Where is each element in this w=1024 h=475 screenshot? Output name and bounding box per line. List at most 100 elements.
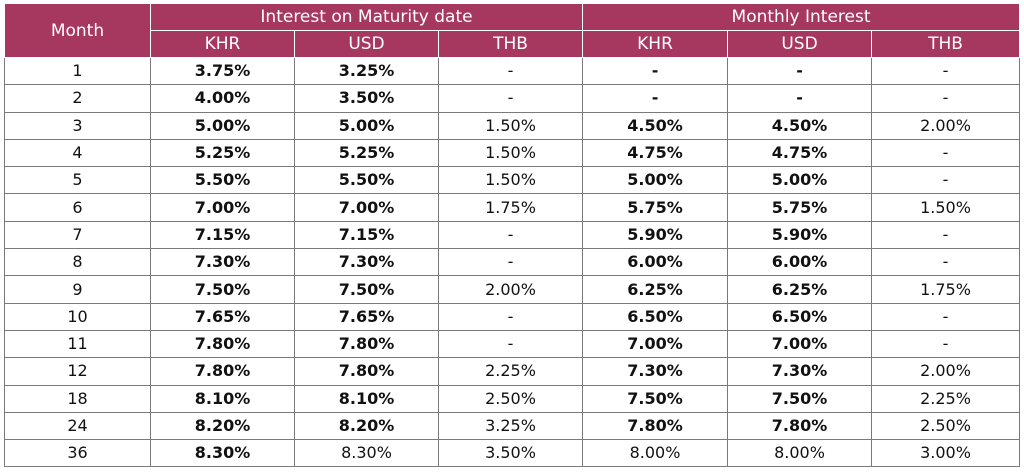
month-cell: 5 [4, 166, 151, 195]
maturity-khr-header: KHR [150, 30, 295, 58]
maturity-khr-cell: 8.20% [150, 411, 295, 441]
table-row: 11 7.80% 7.80% -7.00% 7.00% - [4, 329, 1021, 359]
maturity-khr-cell: 5.50% [150, 166, 295, 195]
maturity-thb-header: THB [437, 30, 584, 58]
monthly-usd-cell: 8.00% [727, 439, 873, 468]
monthly-usd-cell: 5.00% [727, 166, 873, 195]
table-row: 18 8.10% 8.10% 2.50% 7.50% 7.50% 2.25% [4, 384, 1021, 413]
maturity-usd-cell: 8.20% [294, 411, 439, 441]
maturity-khr-cell: 7.80% [150, 357, 295, 386]
maturity-thb-cell: 1.50% [437, 111, 584, 140]
maturity-thb-cell: - [437, 248, 584, 277]
maturity-usd-cell: 7.50% [294, 275, 439, 304]
month-header: Month [4, 3, 151, 58]
table-row: 7 7.15% 7.15% -5.90% 5.90% - [4, 220, 1021, 250]
month-cell: 1 [4, 56, 151, 86]
maturity-thb-cell: 1.50% [437, 138, 584, 168]
maturity-khr-cell: 8.30% [150, 439, 295, 468]
monthly-thb-cell: 2.25% [871, 384, 1021, 413]
monthly-thb-cell: - [871, 220, 1021, 250]
maturity-usd-cell: 7.80% [294, 329, 439, 359]
maturity-thb-cell: 2.50% [437, 384, 584, 413]
maturity-khr-cell: 4.00% [150, 84, 295, 113]
maturity-usd-cell: 7.65% [294, 302, 439, 331]
monthly-khr-cell: - [582, 56, 729, 86]
month-cell: 4 [4, 138, 151, 168]
monthly-thb-cell: 2.50% [871, 411, 1021, 441]
monthly-usd-cell: 7.80% [727, 411, 873, 441]
monthly-khr-cell: 7.50% [582, 384, 729, 413]
monthly-khr-cell: 6.50% [582, 302, 729, 331]
month-cell: 3 [4, 111, 151, 140]
maturity-thb-cell: 3.50% [437, 439, 584, 468]
month-cell: 8 [4, 248, 151, 277]
rate-table-body: 1 3.75% 3.25% - - - -2 4.00% 3.50% - - - -3 5.00% 5.00… [4, 56, 1021, 468]
maturity-usd-cell: 5.00% [294, 111, 439, 140]
maturity-usd-cell: 7.80% [294, 357, 439, 386]
month-cell: 10 [4, 302, 151, 331]
monthly-thb-cell: - [871, 84, 1021, 113]
table-row: 5 5.50% 5.50% 1.50% 5.00% 5.00% - [4, 166, 1021, 195]
monthly-usd-cell: 6.00% [727, 248, 873, 277]
maturity-thb-cell: - [437, 302, 584, 331]
maturity-khr-cell: 5.25% [150, 138, 295, 168]
maturity-thb-cell: 2.00% [437, 275, 584, 304]
maturity-thb-cell: - [437, 56, 584, 86]
monthly-thb-cell: 1.50% [871, 193, 1021, 222]
monthly-thb-cell: 2.00% [871, 357, 1021, 386]
month-cell: 2 [4, 84, 151, 113]
maturity-usd-cell: 7.00% [294, 193, 439, 222]
table-row: 24 8.20% 8.20% 3.25% 7.80% 7.80% 2.50% [4, 411, 1021, 441]
monthly-usd-cell: 5.90% [727, 220, 873, 250]
maturity-khr-cell: 7.50% [150, 275, 295, 304]
monthly-usd-header: USD [727, 30, 873, 58]
table-row: 3 5.00% 5.00% 1.50% 4.50% 4.50% 2.00% [4, 111, 1021, 140]
maturity-khr-cell: 8.10% [150, 384, 295, 413]
maturity-group-header: Interest on Maturity date [149, 3, 584, 31]
monthly-usd-cell: 6.25% [727, 275, 873, 304]
monthly-thb-cell: - [871, 302, 1021, 331]
month-cell: 18 [4, 384, 151, 413]
maturity-thb-cell: 3.25% [437, 411, 584, 441]
monthly-khr-cell: 6.00% [582, 248, 729, 277]
monthly-khr-cell: 7.80% [582, 411, 729, 441]
monthly-usd-cell: 4.50% [727, 111, 873, 140]
table-row: 9 7.50% 7.50% 2.00% 6.25% 6.25% 1.75% [4, 275, 1021, 304]
month-cell: 11 [4, 329, 151, 359]
maturity-khr-cell: 7.00% [150, 193, 295, 222]
monthly-thb-cell: - [871, 248, 1021, 277]
monthly-thb-cell: 1.75% [871, 275, 1021, 304]
maturity-thb-cell: 1.75% [437, 193, 584, 222]
monthly-group-header: Monthly Interest [582, 3, 1021, 31]
maturity-khr-cell: 3.75% [150, 56, 295, 86]
month-cell: 9 [4, 275, 151, 304]
table-row: 4 5.25% 5.25% 1.50% 4.75% 4.75% - [4, 138, 1021, 168]
monthly-khr-cell: 4.50% [582, 111, 729, 140]
maturity-khr-cell: 5.00% [150, 111, 295, 140]
month-cell: 7 [4, 220, 151, 250]
table-row: 1 3.75% 3.25% - - - - [4, 56, 1021, 86]
monthly-usd-cell: 6.50% [727, 302, 873, 331]
maturity-usd-cell: 7.15% [294, 220, 439, 250]
monthly-khr-cell: 7.00% [582, 329, 729, 359]
table-row: 10 7.65% 7.65% -6.50% 6.50% - [4, 302, 1021, 331]
month-cell: 12 [4, 357, 151, 386]
maturity-khr-cell: 7.65% [150, 302, 295, 331]
monthly-usd-cell: 5.75% [727, 193, 873, 222]
maturity-khr-cell: 7.80% [150, 329, 295, 359]
maturity-usd-cell: 5.50% [294, 166, 439, 195]
maturity-thb-cell: 1.50% [437, 166, 584, 195]
table-row: 2 4.00% 3.50% - - - - [4, 84, 1021, 113]
monthly-usd-cell: - [727, 84, 873, 113]
monthly-thb-cell: 3.00% [871, 439, 1021, 468]
monthly-usd-cell: 7.00% [727, 329, 873, 359]
maturity-usd-cell: 3.25% [294, 56, 439, 86]
monthly-khr-cell: 5.90% [582, 220, 729, 250]
monthly-usd-cell: 7.30% [727, 357, 873, 386]
monthly-khr-cell: 5.75% [582, 193, 729, 222]
maturity-usd-header: USD [294, 30, 439, 58]
table-row: 12 7.80% 7.80% 2.25% 7.30% 7.30% 2.00% [4, 357, 1021, 386]
maturity-thb-cell: 2.25% [437, 357, 584, 386]
monthly-thb-cell: - [871, 166, 1021, 195]
table-row: 8 7.30% 7.30% -6.00% 6.00% - [4, 248, 1021, 277]
